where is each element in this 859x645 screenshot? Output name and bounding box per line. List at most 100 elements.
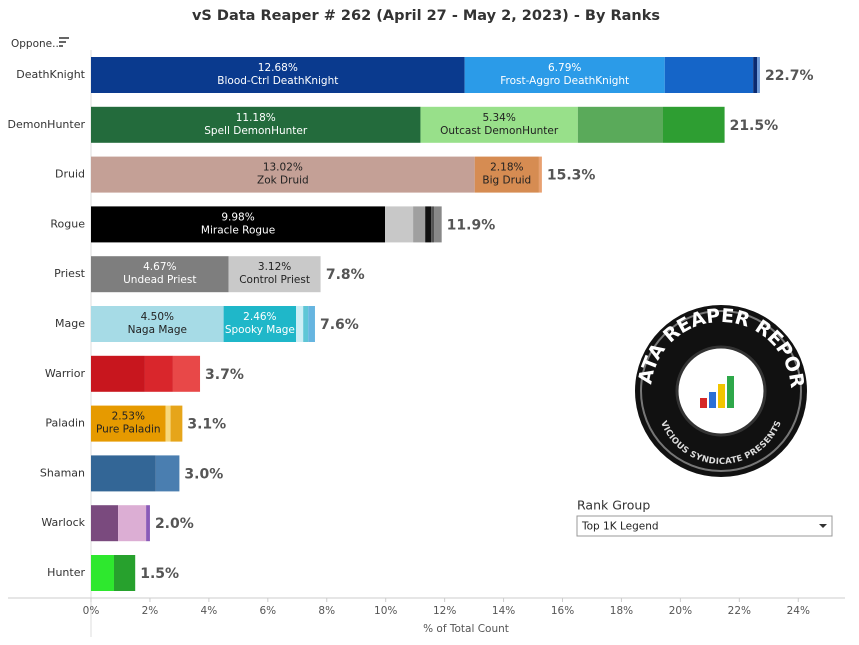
segment-value-label: 4.67% (143, 261, 176, 273)
bar-segment (464, 57, 665, 93)
segment-value-label: 2.53% (112, 411, 145, 423)
total-label: 21.5% (730, 118, 779, 134)
bar-segment (753, 57, 758, 93)
segment-value-label: 5.34% (482, 112, 515, 124)
total-label: 7.8% (326, 267, 365, 283)
x-tick-label: 20% (669, 605, 692, 617)
category-label: Druid (55, 168, 85, 181)
x-tick-label: 6% (259, 605, 276, 617)
bar-segment (91, 405, 166, 442)
bar-segment (577, 106, 664, 143)
segment-name-label: Undead Priest (123, 274, 196, 286)
x-tick-label: 22% (728, 605, 751, 617)
bar-segment (420, 106, 578, 143)
category-label: Mage (55, 317, 85, 330)
total-label: 11.9% (447, 217, 496, 233)
segment-name-label: Blood-Ctrl DeathKnight (217, 75, 338, 87)
bar-segment (91, 306, 224, 342)
segment-name-label: Naga Mage (128, 324, 187, 336)
filter-dropdown[interactable]: Top 1K Legend (576, 515, 833, 537)
bar-segment (664, 57, 754, 93)
segment-value-label: 12.68% (258, 62, 298, 74)
x-tick-label: 12% (433, 605, 456, 617)
bar-segment (308, 306, 315, 342)
sort-icon-lines (59, 37, 69, 47)
segment-value-label: 9.98% (221, 211, 254, 223)
segment-name-label: Spell DemonHunter (204, 125, 308, 137)
bar-segment (757, 57, 760, 93)
bar-segment (303, 306, 309, 342)
bar-segment (431, 206, 435, 243)
bar-segment (91, 256, 229, 293)
sort-icon[interactable] (59, 37, 69, 47)
x-tick-label: 16% (551, 605, 574, 617)
category-label: Priest (54, 267, 86, 280)
dropdown-value: Top 1K Legend (581, 521, 659, 533)
bar-segment (170, 405, 183, 442)
bar-segment (413, 206, 426, 243)
sort-label: Oppone.. (11, 38, 59, 50)
bar-segment (155, 455, 180, 492)
total-label: 1.5% (140, 566, 179, 582)
x-tick-label: 10% (374, 605, 397, 617)
x-tick-label: 24% (787, 605, 810, 617)
segment-name-label: Miracle Rogue (201, 224, 275, 236)
total-label: 3.0% (184, 466, 223, 482)
bar-segment (663, 106, 725, 143)
segment-value-label: 11.18% (236, 112, 276, 124)
x-tick-label: 0% (83, 605, 100, 617)
total-label: 3.7% (205, 367, 244, 383)
bar-segment (228, 256, 321, 293)
logo-bar (709, 392, 716, 408)
bar-segment (91, 555, 114, 591)
segment-name-label: Big Druid (482, 175, 531, 187)
segment-name-label: Outcast DemonHunter (440, 125, 559, 137)
logo-bar (718, 384, 725, 408)
bar-segment (172, 355, 201, 392)
total-label: 2.0% (155, 516, 194, 532)
total-label: 15.3% (547, 168, 596, 184)
bar-segment (434, 206, 442, 243)
x-tick-label: 4% (201, 605, 218, 617)
bar-segment (91, 455, 156, 492)
total-label: 3.1% (187, 417, 226, 433)
bar-segment (296, 306, 304, 342)
x-tick-label: 2% (142, 605, 159, 617)
category-label: Hunter (47, 566, 85, 579)
bar-segment (91, 206, 386, 243)
bar-segment (538, 156, 542, 193)
bar-segment (385, 206, 414, 243)
bar-segment (91, 355, 145, 392)
bar-segment (91, 57, 465, 93)
segment-value-label: 13.02% (263, 162, 303, 174)
bar-segment (91, 106, 421, 143)
segment-name-label: Control Priest (239, 274, 310, 286)
bar-segment (91, 156, 475, 193)
bar-segment (146, 505, 150, 542)
total-label: 7.6% (320, 317, 359, 333)
segment-value-label: 2.18% (490, 162, 523, 174)
category-label: Rogue (50, 217, 85, 230)
logo-bar (700, 398, 707, 408)
category-label: Warrior (45, 367, 86, 380)
x-axis-label: % of Total Count (423, 623, 509, 635)
x-tick-label: 8% (318, 605, 335, 617)
bar-segment (474, 156, 539, 193)
logo-bar (727, 376, 734, 408)
bar-segment (113, 555, 136, 591)
x-tick-label: 14% (492, 605, 515, 617)
segment-value-label: 4.50% (141, 311, 174, 323)
segment-value-label: 2.46% (243, 311, 276, 323)
logo-ring (640, 310, 802, 472)
dropdown-arrow (819, 524, 827, 528)
x-tick-label: 18% (610, 605, 633, 617)
segment-name-label: Frost-Aggro DeathKnight (500, 75, 629, 87)
bar-segment (118, 505, 147, 542)
total-label: 22.7% (765, 68, 814, 84)
bar-segment (165, 405, 171, 442)
chart-title: vS Data Reaper # 262 (April 27 - May 2, … (192, 8, 660, 24)
category-label: DemonHunter (8, 118, 86, 131)
filter-label: Rank Group (577, 498, 650, 513)
category-label: DeathKnight (16, 68, 85, 81)
